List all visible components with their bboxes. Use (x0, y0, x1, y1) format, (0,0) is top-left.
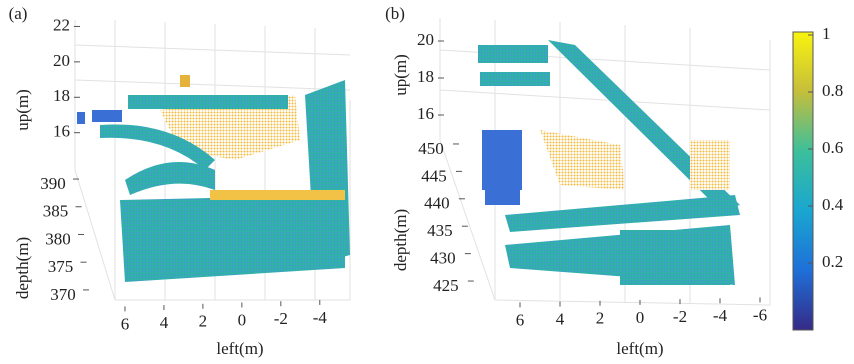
x-tick-label: 0 (636, 308, 645, 327)
y-axis-label: depth(m) (13, 237, 32, 299)
z-tick-label: 18 (417, 67, 434, 86)
y-tick-label: 385 (43, 202, 69, 221)
colorbar-tick-label: 0.4 (822, 195, 844, 214)
x-tick-label: 2 (596, 309, 605, 328)
x-tick-label: 0 (238, 310, 247, 329)
y-tick-label: 375 (48, 257, 74, 276)
y-tick-label: 435 (427, 221, 453, 240)
x-axis-label: left(m) (216, 339, 263, 358)
colorbar-tick-label: 1 (822, 24, 831, 43)
y-tick-label: 390 (40, 174, 66, 193)
panel-label: (b) (385, 4, 405, 23)
z-axis-label: up(m) (13, 89, 32, 131)
z-tick-label: 18 (53, 86, 70, 105)
x-tick-label: 2 (199, 312, 208, 331)
y-tick-label: 450 (418, 139, 444, 158)
x-tick-label: -4 (313, 308, 328, 327)
colorbar-tick-label: 0.2 (822, 252, 843, 271)
panel-label: (a) (9, 4, 28, 23)
x-tick-label: 6 (516, 310, 525, 329)
x-tick-label: -6 (753, 305, 767, 324)
z-tick-label: 16 (53, 122, 70, 141)
y-tick-label: 380 (45, 229, 71, 248)
x-tick-label: -2 (673, 307, 687, 326)
colorbar-tick-label: 0.6 (822, 138, 843, 157)
y-tick-label: 370 (50, 285, 76, 304)
x-tick-label: -4 (713, 306, 728, 325)
z-tick-label: 20 (53, 51, 70, 70)
y-tick-label: 445 (421, 166, 447, 185)
x-tick-label: 4 (160, 313, 169, 332)
z-tick-label: 20 (417, 30, 434, 49)
z-tick-label: 22 (53, 15, 70, 34)
z-tick-label: 16 (417, 104, 434, 123)
z-axis-label: up(m) (391, 54, 410, 96)
y-axis-label: depth(m) (391, 209, 410, 271)
x-tick-label: 6 (121, 314, 130, 333)
colorbar-tick-label: 0.8 (822, 81, 843, 100)
x-axis-label: left(m) (616, 339, 663, 358)
panel-a-point-cloud (77, 75, 350, 282)
panel-b-point-cloud (478, 40, 740, 285)
y-tick-label: 430 (430, 249, 456, 268)
y-tick-label: 425 (433, 276, 459, 295)
y-tick-label: 440 (424, 194, 450, 213)
x-tick-label: 4 (556, 309, 565, 328)
colorbar (792, 31, 814, 331)
x-tick-label: -2 (274, 309, 288, 328)
